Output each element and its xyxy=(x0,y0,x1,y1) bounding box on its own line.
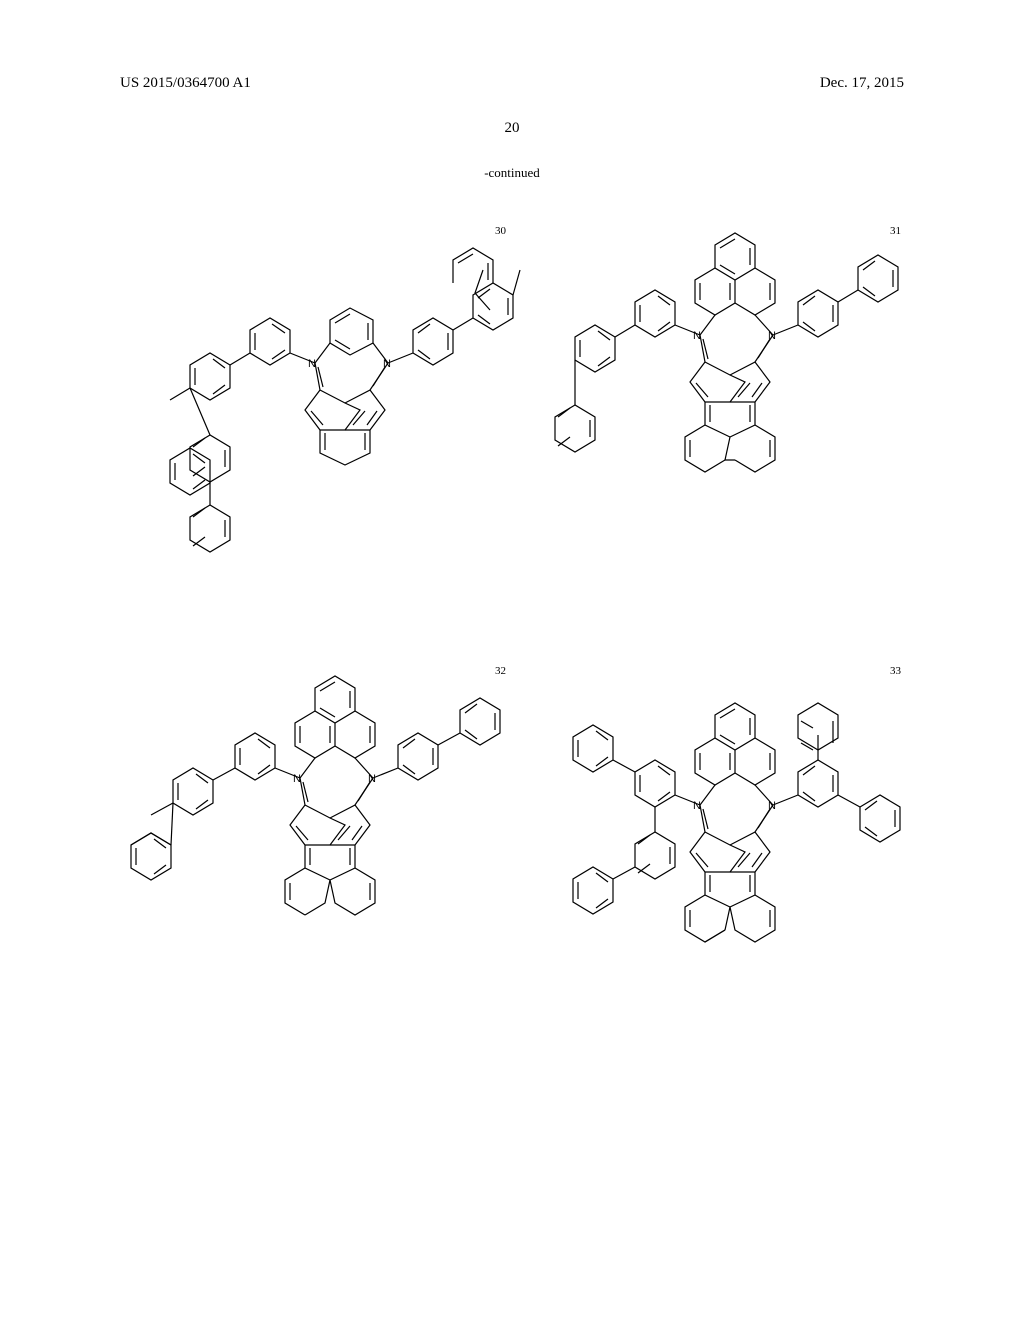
page-number: 20 xyxy=(0,120,1024,137)
svg-text:N: N xyxy=(693,800,701,812)
page-header: US 2015/0364700 A1 Dec. 17, 2015 xyxy=(0,75,1024,92)
structure-31: N N xyxy=(540,225,910,625)
publication-date: Dec. 17, 2015 xyxy=(820,75,904,92)
patent-number: US 2015/0364700 A1 xyxy=(120,75,251,92)
continued-label: -continued xyxy=(0,165,1024,181)
structure-32: N N xyxy=(115,673,515,1063)
structure-label-33: 33 xyxy=(890,665,901,677)
svg-text:N: N xyxy=(293,773,301,785)
svg-text:N: N xyxy=(308,358,316,370)
structure-33: N N xyxy=(505,700,925,1080)
svg-text:N: N xyxy=(693,330,701,342)
structure-30: N N xyxy=(125,235,525,595)
